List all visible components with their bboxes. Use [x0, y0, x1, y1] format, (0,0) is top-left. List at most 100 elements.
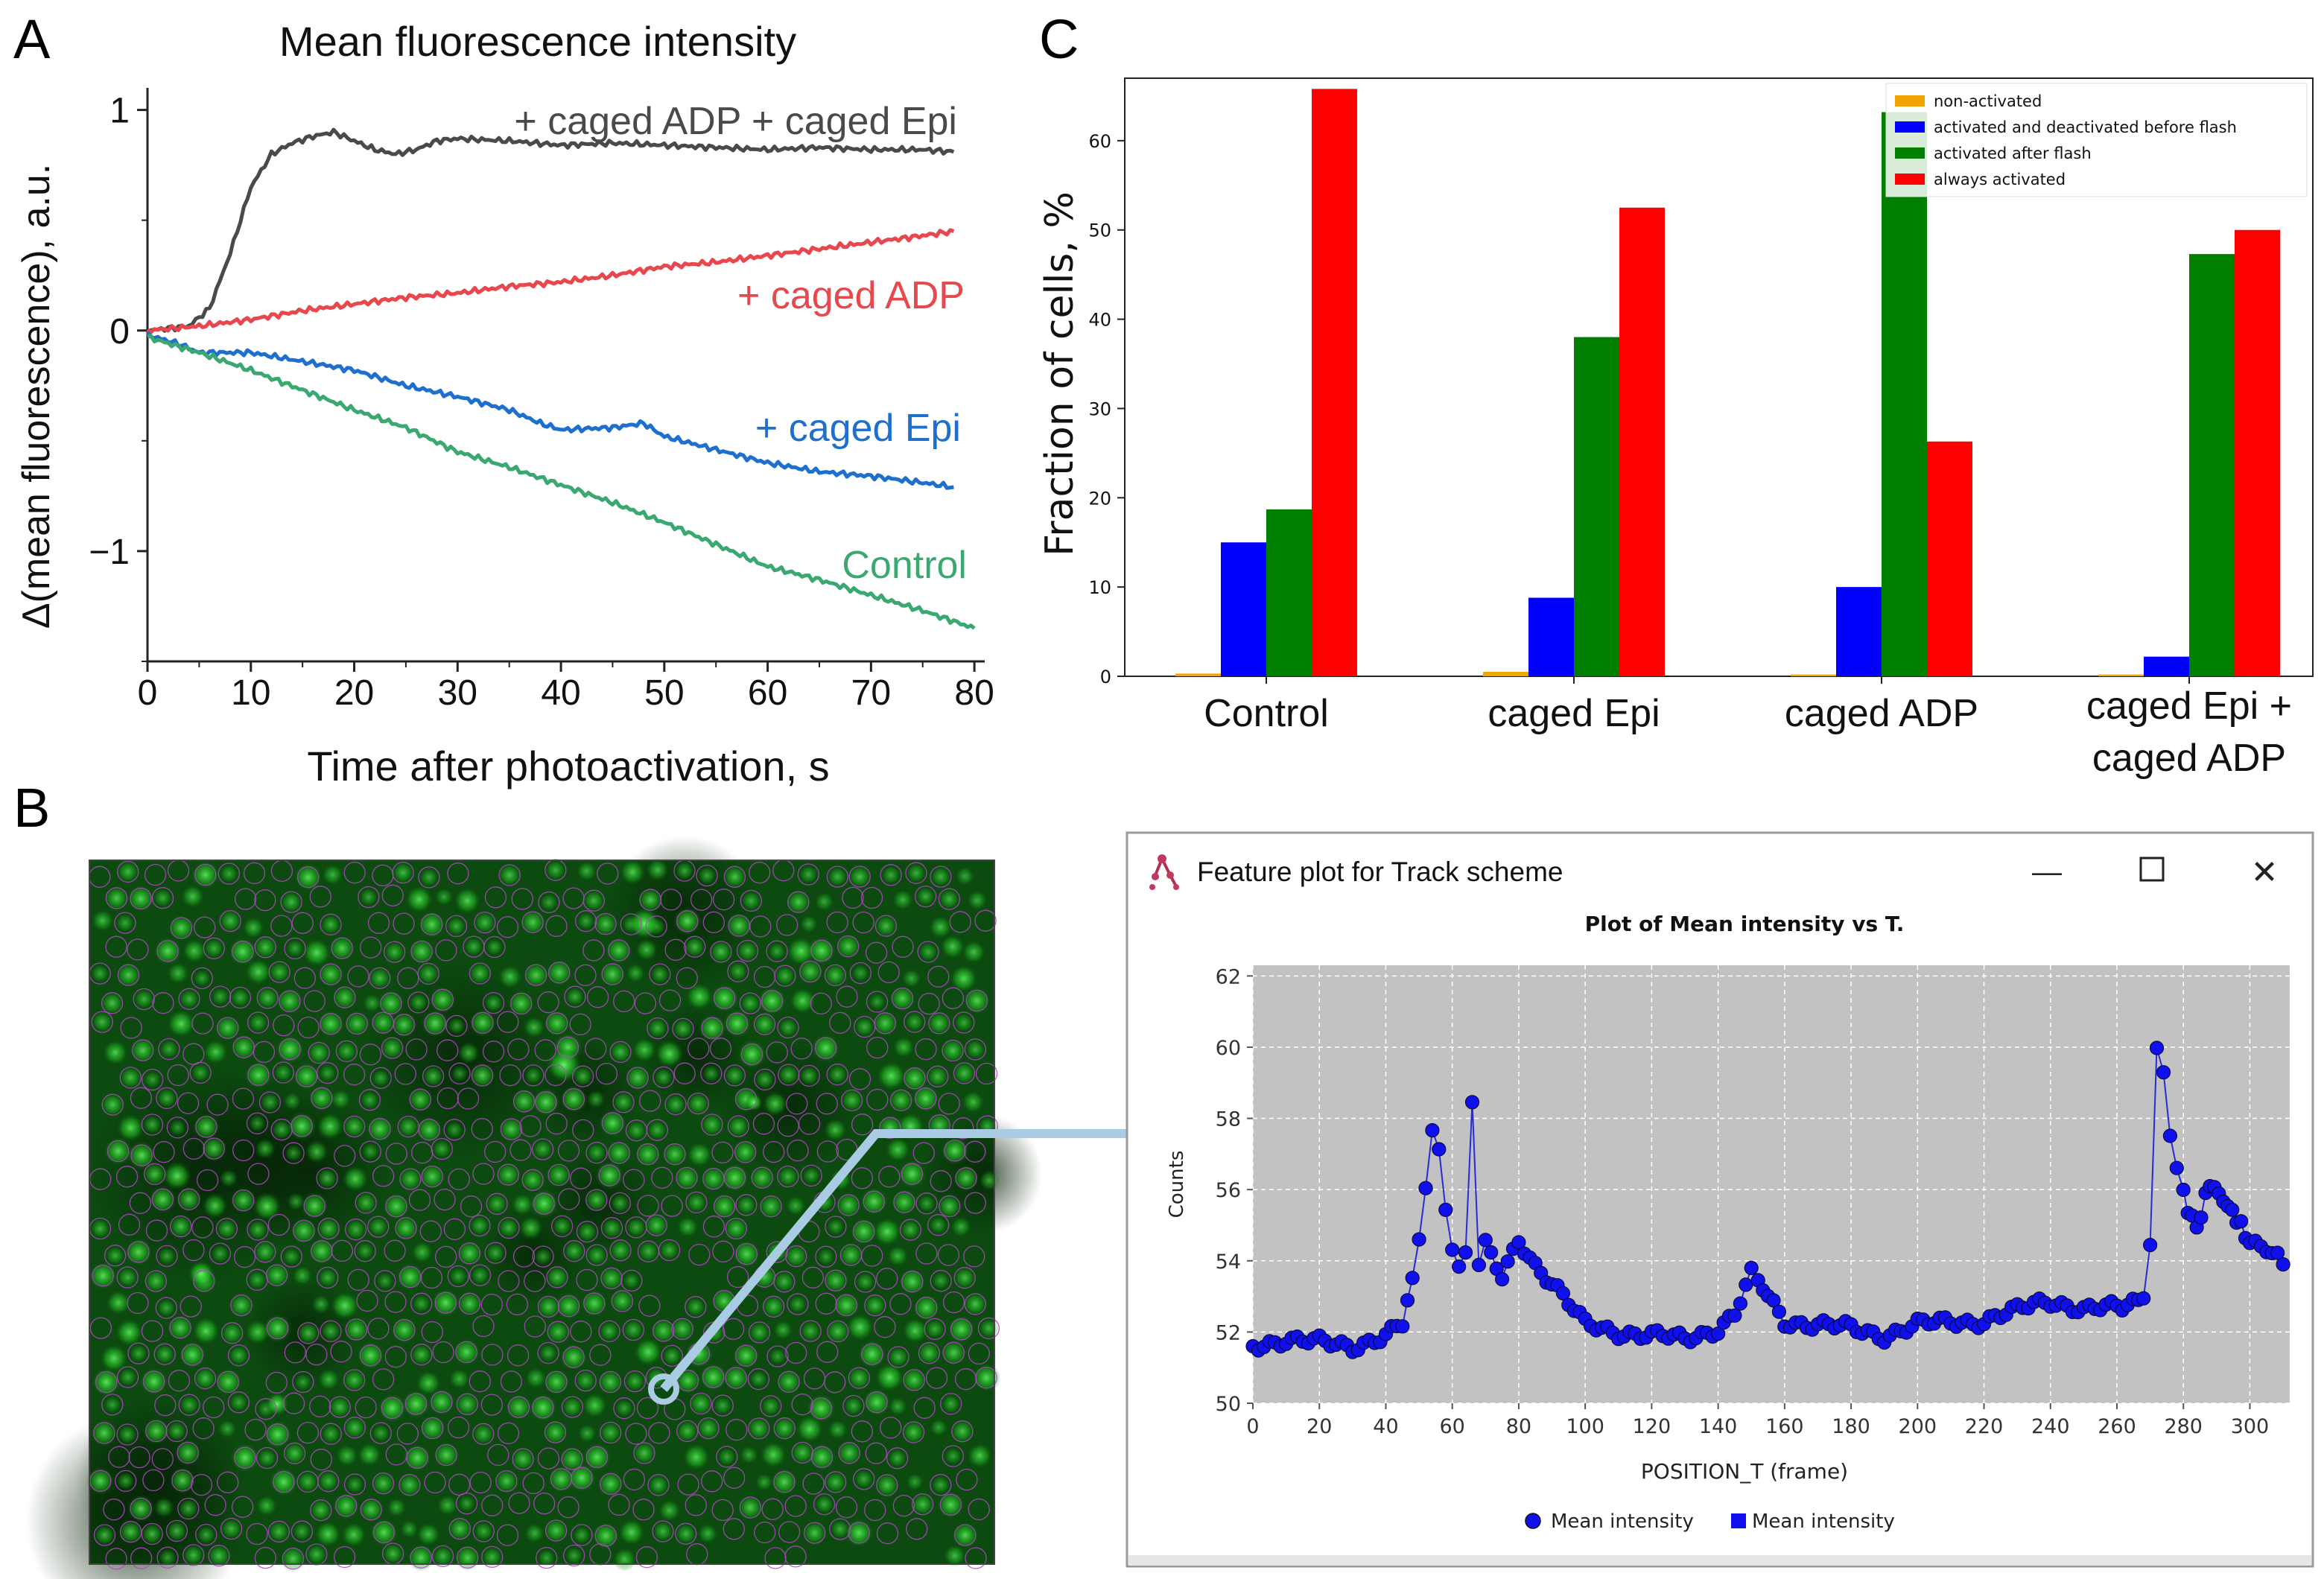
microscopy-cell — [543, 1009, 571, 1037]
microscopy-cell — [398, 1166, 423, 1192]
microscopy-cell — [625, 1216, 647, 1238]
microscopy-cell — [546, 1162, 572, 1188]
microscopy-cell — [196, 1524, 217, 1545]
microscopy-cell — [371, 1471, 396, 1496]
microscopy-cell — [362, 993, 382, 1014]
microscopy-cell — [845, 1313, 874, 1341]
segmentation-ring — [672, 1017, 694, 1041]
chart-b-xtick-label: 280 — [2164, 1415, 2203, 1438]
chart-b-point — [1418, 1181, 1433, 1195]
microscopy-cell — [904, 1011, 925, 1032]
segmentation-ring — [848, 1522, 870, 1544]
segmentation-ring — [848, 865, 871, 888]
microscopy-cell — [950, 1419, 975, 1443]
segmentation-ring — [171, 1470, 194, 1492]
segmentation-ring — [639, 1090, 661, 1112]
segmentation-ring — [231, 1496, 254, 1518]
microscopy-cell — [210, 1243, 230, 1264]
segmentation-ring — [748, 1321, 771, 1344]
microscopy-cell — [100, 991, 124, 1016]
microscopy-cell — [768, 1347, 787, 1366]
segmentation-ring — [953, 1011, 975, 1034]
microscopy-cell — [661, 1345, 682, 1367]
segmentation-ring — [661, 1195, 683, 1217]
microscopy-cell — [532, 1139, 553, 1160]
segmentation-ring — [589, 1344, 612, 1366]
microscopy-cell — [434, 887, 454, 906]
segmentation-ring — [191, 1216, 214, 1239]
segmentation-ring — [723, 1467, 746, 1489]
segmentation-ring — [964, 1192, 986, 1214]
microscopy-cell — [912, 1294, 940, 1321]
segmentation-ring — [728, 915, 750, 937]
chart-a-xtick-label: 50 — [644, 673, 684, 713]
chart-a-xtick-label: 70 — [851, 673, 891, 713]
microscopy-cell — [253, 1240, 277, 1264]
segmentation-ring — [815, 1292, 837, 1315]
microscopy-cell — [827, 1419, 848, 1440]
microscopy-cell — [305, 1140, 329, 1164]
microscopy-cell — [255, 1494, 278, 1517]
connector-path — [660, 1129, 1127, 1392]
segmentation-ring — [734, 1088, 758, 1111]
segmentation-ring — [360, 1499, 382, 1521]
microscopy-cell — [399, 1519, 419, 1539]
segmentation-ring — [829, 1011, 851, 1034]
microscopy-cell — [91, 1011, 114, 1034]
microscopy-cell — [142, 1114, 163, 1135]
microscopy-cell — [115, 962, 142, 988]
segmentation-ring — [511, 888, 533, 910]
segmentation-ring — [752, 1113, 775, 1135]
segmentation-ring — [942, 1445, 965, 1467]
microscopy-cell — [851, 964, 870, 982]
close-button[interactable]: ✕ — [2251, 854, 2279, 891]
segmentation-ring — [292, 1370, 314, 1394]
segmentation-ring — [924, 1318, 946, 1341]
segmentation-ring — [569, 1013, 591, 1036]
segmentation-ring — [267, 1520, 290, 1543]
chart-a-xtick-label: 60 — [748, 673, 787, 713]
segmentation-ring — [697, 1417, 720, 1440]
microscopy-cell — [732, 1239, 761, 1268]
microscopy-cell — [256, 1447, 278, 1469]
segmentation-ring — [953, 1267, 976, 1289]
segmentation-ring — [690, 889, 713, 911]
segmentation-ring — [343, 861, 366, 884]
segmentation-ring — [443, 1119, 466, 1141]
segmentation-ring — [915, 1242, 938, 1265]
chart-b-xtick-label: 300 — [2231, 1415, 2270, 1438]
segmentation-ring — [904, 1067, 926, 1090]
segmentation-ring — [469, 1471, 492, 1494]
window-titlebar[interactable] — [1128, 834, 2311, 907]
segmentation-ring — [399, 1265, 422, 1289]
segmentation-ring — [623, 1370, 647, 1393]
segmentation-ring — [930, 1170, 952, 1192]
segmentation-ring — [418, 866, 440, 889]
microscopy-cell — [723, 1216, 749, 1242]
microscopy-cell — [157, 1246, 177, 1266]
microscopy-cell — [723, 1364, 750, 1391]
microscopy-cell — [647, 1119, 668, 1141]
microscopy-cell — [749, 1369, 769, 1389]
segmentation-ring — [480, 1394, 503, 1416]
selected-cell-marker[interactable] — [648, 1373, 679, 1405]
segmentation-ring — [133, 988, 155, 1011]
microscopy-cell — [268, 961, 291, 983]
segmentation-ring — [734, 1344, 758, 1367]
microscopy-cell — [367, 1216, 389, 1238]
microscopy-cell — [576, 1221, 599, 1243]
microscopy-cell — [555, 1292, 582, 1320]
microscopy-cell — [355, 1242, 375, 1261]
microscopy-cell — [473, 911, 497, 934]
microscopy-cell — [635, 1141, 661, 1168]
minimize-button[interactable]: — — [2032, 856, 2062, 889]
segmentation-ring — [702, 1167, 725, 1190]
segmentation-ring — [510, 992, 533, 1015]
microscopy-cell — [658, 1239, 680, 1261]
microscopy-cell — [354, 1191, 378, 1215]
segmentation-ring — [170, 1215, 192, 1238]
segmentation-ring — [754, 1521, 776, 1544]
segmentation-ring — [297, 1322, 320, 1344]
microscopy-cell — [901, 1420, 926, 1445]
maximize-button[interactable] — [2139, 857, 2165, 882]
